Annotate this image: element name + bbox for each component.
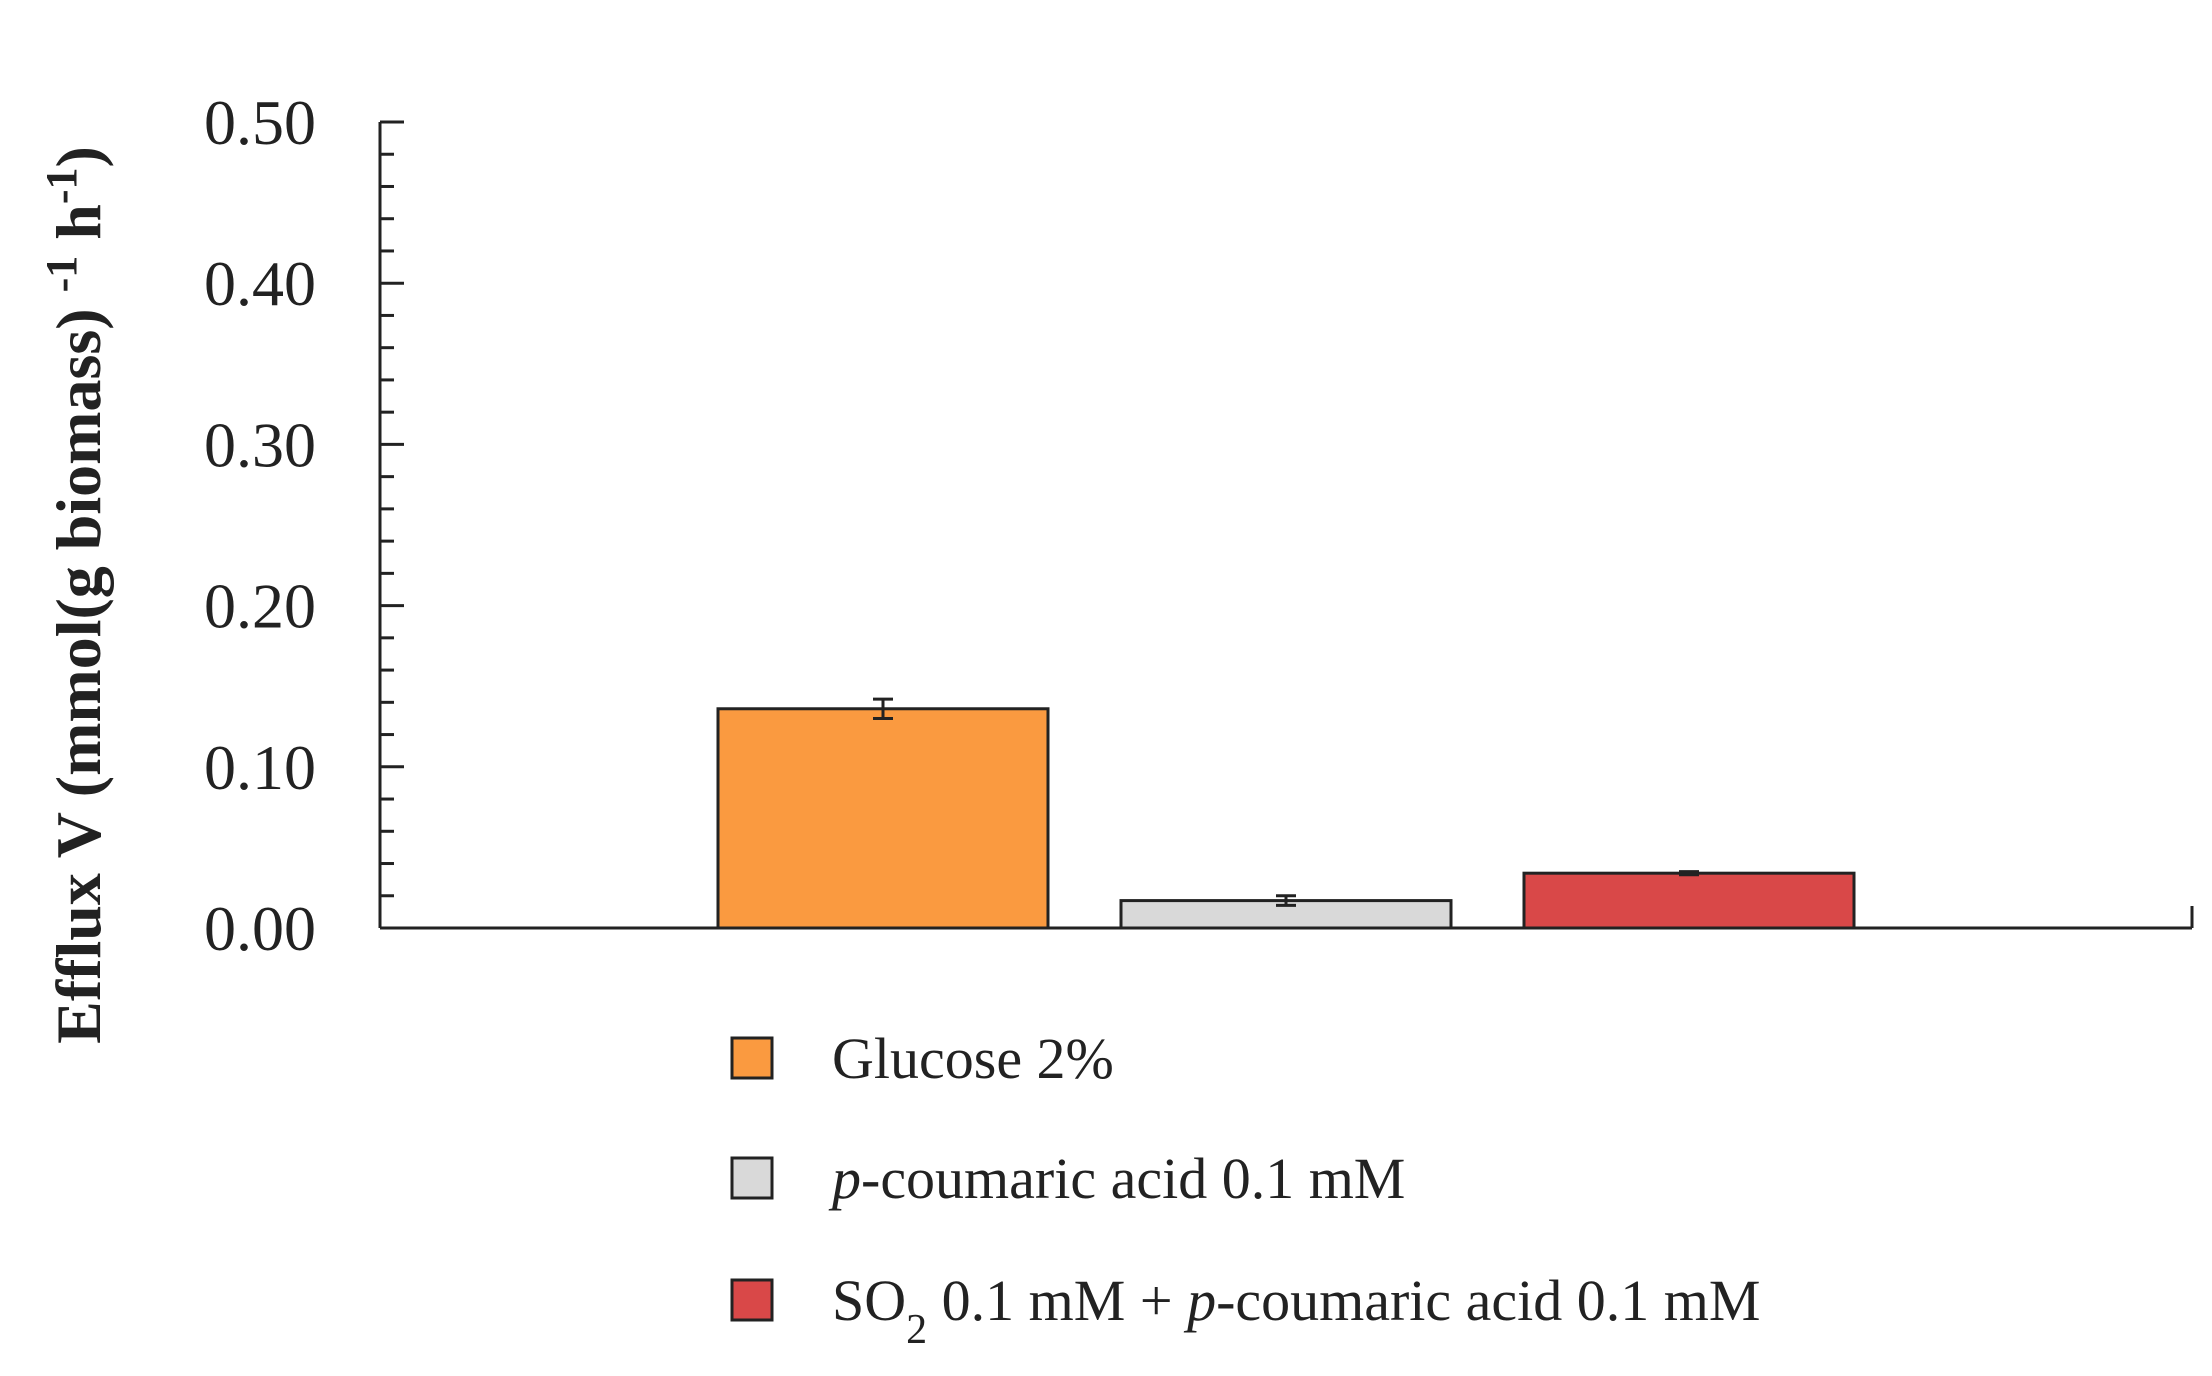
y-axis-title-text: Efflux V (mmol(g biomass) -1 h-1)	[37, 146, 115, 1044]
y-tick-label: 0.50	[204, 87, 316, 158]
legend: Glucose 2% p-coumaric acid 0.1 mM SO2 0.1 …	[730, 1026, 1760, 1353]
y-tick-label: 0.30	[204, 409, 316, 480]
y-tick-label: 0.40	[204, 248, 316, 319]
legend-swatch-2	[730, 1156, 774, 1200]
legend-swatch-1	[730, 1036, 774, 1080]
legend-swatch-3	[730, 1278, 774, 1322]
legend-label-3: SO2 0.1 mM + p-coumaric acid 0.1 mM	[832, 1268, 1760, 1353]
legend-label-2: p-coumaric acid 0.1 mM	[828, 1146, 1405, 1211]
axes: 0.00 0.10 0.20 0.30 0.40 0.50	[204, 87, 2194, 964]
y-tick-label: 0.20	[204, 571, 316, 642]
y-tick-label: 0.10	[204, 732, 316, 803]
y-tick-label: 0.00	[204, 893, 316, 964]
legend-label-1: Glucose 2%	[832, 1026, 1114, 1091]
bar-3	[1522, 871, 1856, 930]
bar-1	[716, 707, 1050, 930]
bars	[716, 697, 1856, 930]
y-axis-title: Efflux V (mmol(g biomass) -1 h-1)	[37, 146, 115, 1044]
